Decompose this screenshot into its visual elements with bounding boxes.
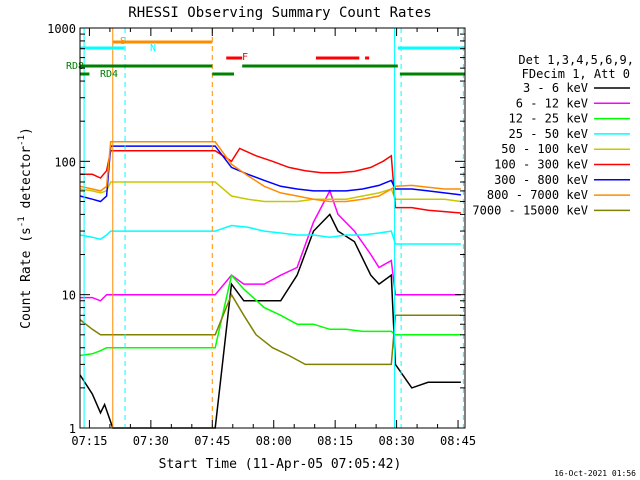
y-tick-label: 1 [69,422,76,436]
series-line [79,181,462,203]
flag-label: RD4 [100,69,118,80]
y-tick-label: 10 [62,289,76,303]
series-line [80,189,461,302]
series-line [80,147,461,214]
flag-label: RD8 [66,61,84,72]
timestamp: 16-Oct-2021 01:56 [554,469,636,478]
legend-header-line: Det 1,3,4,5,6,9, [518,53,634,67]
y-axis-label-exponent: -1 [17,135,27,146]
y-axis-label-part: detector [19,146,34,217]
x-tick-label: 08:45 [440,434,476,448]
plot-frame [79,27,466,429]
legend-entry-label: 800 - 7000 keV [487,188,588,202]
legend-entry-label: 7000 - 15000 keV [472,203,588,217]
series-line [79,145,461,203]
y-axis-label-part: Count Rate (s [19,227,34,329]
series-line [79,293,461,366]
x-tick-label: 08:30 [379,434,415,448]
x-tick-label: 08:15 [317,434,353,448]
y-tick-label: 1000 [47,22,76,36]
legend-entry-label: 100 - 300 keV [494,158,588,172]
series-layer [79,141,462,429]
x-axis-label: Start Time (11-Apr-05 07:05:42) [159,457,402,472]
legend-header-line: FDecim 1, Att 0 [522,67,630,81]
x-tick-label: 07:15 [71,434,107,448]
x-tick-label: 07:30 [133,434,169,448]
flag-label: S [120,36,126,47]
x-tick-label: 07:45 [194,434,230,448]
legend-entry-label: 50 - 100 keV [501,142,588,156]
legend-entry-label: 6 - 12 keV [516,96,588,110]
y-axis-label-exponent: -1 [17,216,27,227]
legend-entry-label: 12 - 25 keV [509,112,588,126]
flag-label: F [242,52,248,63]
flag-layer: S N F RD8 RD4 [66,36,465,80]
legend-entry-label: 25 - 50 keV [509,127,588,141]
axis-ticks: 07:15 07:30 07:45 08:00 08:15 08:30 08:45 1 10 10… [47,22,476,448]
vline-layer [83,28,464,428]
legend: Det 1,3,4,5,6,9, FDecim 1, Att 0 3 - 6 k… [472,53,634,217]
legend-entry-label: 3 - 6 keV [523,81,588,95]
chart-title: RHESSI Observing Summary Count Rates [128,5,431,21]
y-axis-label-part: ) [19,127,34,135]
series-line [79,213,461,429]
legend-entry-label: 300 - 800 keV [494,173,588,187]
y-tick-label: 100 [54,155,76,169]
y-axis-label: Count Rate (s-1 detector-1) [17,127,34,329]
flag-label: N [150,43,156,54]
x-tick-label: 08:00 [256,434,292,448]
series-line [79,224,461,245]
